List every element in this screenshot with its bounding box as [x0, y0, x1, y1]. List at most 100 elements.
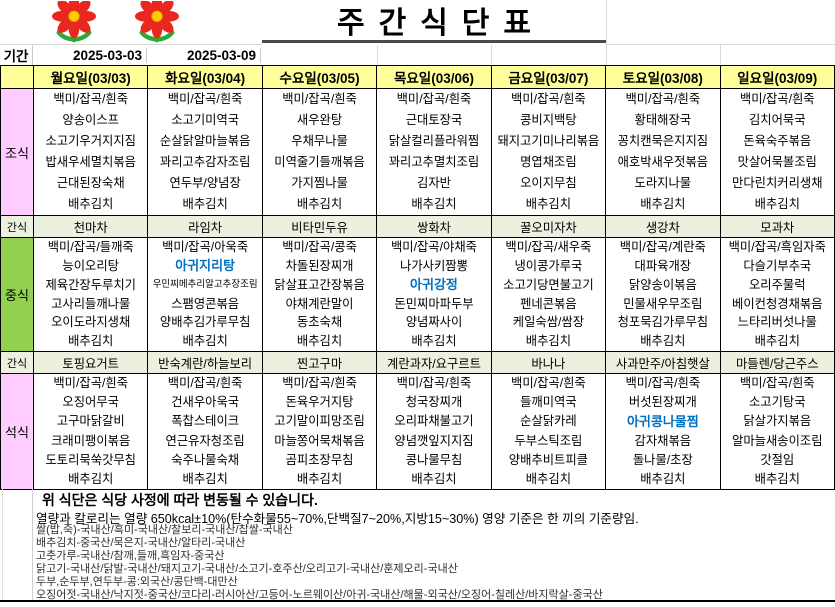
menu-cell[interactable]: 백미/잡곡/흑임자죽 다슬기부추국 오리주물럭 베이컨청경채볶음 느타리버섯나물 배추김치 [719, 237, 835, 352]
menu-item: 배추김치 [68, 197, 114, 211]
snack-cell[interactable]: 바나나 [490, 351, 607, 374]
snack-cell[interactable]: 사과만주/아침햇살 [605, 351, 721, 374]
day-header[interactable]: 화요일(03/04) [147, 65, 263, 89]
snack-cell[interactable]: 찐고구마 [261, 351, 378, 374]
menu-item: 미역줄기들깨볶음 [274, 155, 365, 169]
period-end-cell[interactable]: 2025-03-09 [147, 47, 261, 63]
menu-item: 닭양송이볶음 [628, 277, 697, 292]
menu-cell[interactable]: 백미/잡곡/흰죽 버섯된장찌개 아귀콩나물찜 감자채볶음 돌나물/초장 배추김치 [605, 372, 721, 491]
menu-item: 숙주나물숙채 [171, 452, 240, 467]
day-header[interactable]: 목요일(03/06) [376, 65, 492, 89]
snack-cell[interactable]: 토핑요거트 [32, 351, 149, 374]
snack-cell[interactable]: 천마차 [32, 215, 149, 238]
menu-item: 배추김치 [411, 472, 457, 487]
menu-item: 청포묵김가루무침 [617, 315, 709, 330]
period-start-cell[interactable]: 2025-03-03 [33, 47, 147, 63]
day-header[interactable]: 일요일(03/09) [719, 65, 835, 89]
menu-item: 연근유자청조림 [165, 433, 245, 448]
menu-cell[interactable]: 백미/잡곡/아욱죽 아귀지리탕 우민찌메추리알고추장조림 스팸영콘볶음 양배추김가루무침… [147, 237, 263, 352]
menu-item: 나가사키짬뽕 [400, 258, 468, 273]
menu-item: 닭살가지볶음 [743, 414, 812, 429]
menu-item: 마늘쫑어묵채볶음 [274, 433, 365, 448]
bottom-border-line [0, 600, 835, 602]
menu-item: 돌나물/초장 [632, 452, 693, 467]
snack2-label[interactable]: 간식 [0, 351, 34, 374]
snack-cell[interactable]: 꿀오미자차 [490, 215, 607, 238]
snack-cell[interactable]: 비타민두유 [261, 215, 378, 238]
snack-cell[interactable]: 쌍화차 [376, 215, 492, 238]
snack-cell[interactable]: 생강차 [605, 215, 721, 238]
menu-cell[interactable]: 백미/잡곡/흰죽 건새우아욱국 폭찹스테이크 연근유자청조림 숙주나물숙채 배추김치 [147, 372, 263, 491]
period-row: 기간 2025-03-03 2025-03-09 [0, 45, 835, 65]
snack-cell[interactable]: 라임차 [147, 215, 263, 238]
grid-line [491, 45, 492, 65]
menu-cell[interactable]: 백미/잡곡/흰죽 양송이스프 소고기우거지지짐 밥새우세멸치볶음 근대된장숙채 배추김치 [32, 88, 149, 216]
menu-item: 감자채볶음 [634, 433, 692, 448]
menu-item: 배추김치 [68, 334, 114, 349]
menu-cell[interactable]: 백미/잡곡/계란죽 대파육개장 닭양송이볶음 민물새우무조림 청포묵김가루무침 배추김치 [605, 237, 721, 352]
menu-item: 냉이콩가루국 [514, 258, 583, 273]
menu-cell[interactable]: 백미/잡곡/야채죽 나가사키짬뽕 아귀강정 돈민찌마파두부 양념짜사이 배추김치 [376, 237, 492, 352]
menu-item: 배추김치 [640, 197, 686, 211]
menu-cell[interactable]: 백미/잡곡/흰죽 청국장찌개 오리파채불고기 양념깻잎지지짐 콩나물무침 배추김치 [376, 372, 492, 491]
day-header[interactable]: 토요일(03/08) [605, 65, 721, 89]
menu-item: 배추김치 [640, 334, 686, 349]
menu-item: 건새우아욱국 [171, 395, 240, 410]
menu-item: 오징어무국 [62, 395, 119, 410]
lunch-label[interactable]: 중식 [0, 237, 34, 352]
menu-cell[interactable]: 백미/잡곡/흰죽 콩비지백탕 돼지고기미나리볶음 명엽채조림 오이지무침 배추김치 [490, 88, 607, 216]
snack-cell[interactable]: 반숙계란/하늘보리 [147, 351, 263, 374]
menu-item: 백미/잡곡/들깨죽 [47, 240, 134, 255]
menu-item: 콩비지백탕 [520, 113, 577, 127]
day-header[interactable]: 월요일(03/03) [32, 65, 149, 89]
menu-cell[interactable]: 백미/잡곡/흰죽 새우완탕 우채무나물 미역줄기들깨볶음 가지찜나물 배추김치 [261, 88, 378, 216]
menu-item: 폭찹스테이크 [171, 414, 240, 429]
snack-cell[interactable]: 마들렌/당근주스 [719, 351, 835, 374]
menu-item: 소고기탕국 [748, 395, 806, 410]
menu-item: 버섯된장찌개 [628, 395, 697, 410]
menu-cell[interactable]: 백미/잡곡/흰죽 황태해장국 꽁치캔묵은지지짐 애호박새우젓볶음 도라지나물 배추김치 [605, 88, 721, 216]
grid-line [606, 0, 607, 65]
menu-item: 배추김치 [640, 472, 686, 487]
menu-item: 도토리묵쑥갓무침 [45, 452, 136, 467]
grid-line [606, 44, 835, 45]
menu-item: 백미/잡곡/흰죽 [511, 92, 586, 106]
menu-item: 대파육개장 [634, 258, 692, 273]
menu-item: 백미/잡곡/흰죽 [396, 92, 472, 106]
menu-cell[interactable]: 백미/잡곡/들깨죽 능이오리탕 제육간장두루치기 고사리들깨나물 오이도라지생채 배추김치 [32, 237, 149, 352]
menu-cell[interactable]: 백미/잡곡/흰죽 돈육우거지탕 고기말이피망조림 마늘쫑어묵채볶음 곰피초장무침 배추김치 [261, 372, 378, 491]
breakfast-label[interactable]: 조식 [0, 88, 34, 216]
menu-cell[interactable]: 백미/잡곡/흰죽 소고기미역국 순살닭알마늘볶음 꽈리고추감자조림 연두부/양념장 배추김… [147, 88, 263, 216]
menu-item: 김자반 [417, 176, 451, 190]
menu-item: 애호박새우젓볶음 [617, 155, 709, 169]
nutrition-text: 열량과 칼로리는 열량 650kcal±10%(탄수화물55~70%,단백질7~… [36, 512, 639, 526]
menu-cell[interactable]: 백미/잡곡/흰죽 김치어묵국 돈육숙주볶음 맛살어묵볼조림 만다린치커리생채 배추김치 [719, 88, 835, 216]
day-header[interactable]: 수요일(03/05) [261, 65, 378, 89]
menu-item: 백미/잡곡/흰죽 [53, 376, 129, 390]
menu-item: 백미/잡곡/아욱죽 [162, 240, 249, 255]
snack1-label[interactable]: 간식 [0, 215, 34, 238]
snack-cell[interactable]: 계란과자/요구르트 [376, 351, 492, 374]
menu-cell[interactable]: 백미/잡곡/콩죽 차돌된장찌개 닭살표고간장볶음 야채계란말이 동초숙채 배추김치 [261, 237, 378, 352]
menu-item: 백미/잡곡/흑임자죽 [728, 240, 826, 255]
origin-line: 닭고기-국내산/닭발-국내산/돼지고기-국내산/소고기-호주산/오리고기-국내산… [36, 563, 458, 575]
menu-item: 백미/잡곡/흰죽 [739, 92, 815, 106]
menu-cell[interactable]: 백미/잡곡/흰죽 소고기탕국 닭살가지볶음 알마늘새송이조림 갓절임 배추김치 [719, 372, 835, 491]
snack-cell[interactable]: 모과차 [719, 215, 835, 238]
menu-cell[interactable]: 백미/잡곡/새우죽 냉이콩가루국 소고기당면불고기 펜네콘볶음 케일숙쌈/쌈장 배추김치 [490, 237, 607, 352]
menu-cell[interactable]: 백미/잡곡/흰죽 근대토장국 닭살컬리플라워찜 꽈리고추멸치조림 김자반 배추김치 [376, 88, 492, 216]
breakfast-row: 조식 백미/잡곡/흰죽 양송이스프 소고기우거지지짐 밥새우세멸치볶음 근대된장숙채 배추김… [0, 88, 835, 216]
menu-item: 백미/잡곡/새우죽 [505, 240, 592, 255]
corner-cell[interactable] [0, 65, 34, 89]
menu-item: 두부스틱조림 [514, 433, 583, 448]
menu-item: 배추김치 [411, 197, 457, 211]
day-header[interactable]: 금요일(03/07) [490, 65, 607, 89]
menu-cell[interactable]: 백미/잡곡/흰죽 오징어무국 고구마닭갈비 크래미팽이볶음 도토리묵쑥갓무침 배추김치 [32, 372, 149, 491]
menu-item: 근대토장국 [405, 113, 463, 127]
menu-cell[interactable]: 백미/잡곡/흰죽 들깨미역국 순살닭카레 두부스틱조림 양배추비트피클 배추김치 [490, 372, 607, 491]
menu-item: 오이도라지생채 [51, 315, 131, 330]
dinner-label[interactable]: 석식 [0, 372, 34, 491]
menu-item: 도라지나물 [634, 176, 692, 190]
menu-item: 백미/잡곡/흰죽 [625, 92, 701, 106]
menu-item: 고기말이피망조림 [274, 414, 365, 429]
